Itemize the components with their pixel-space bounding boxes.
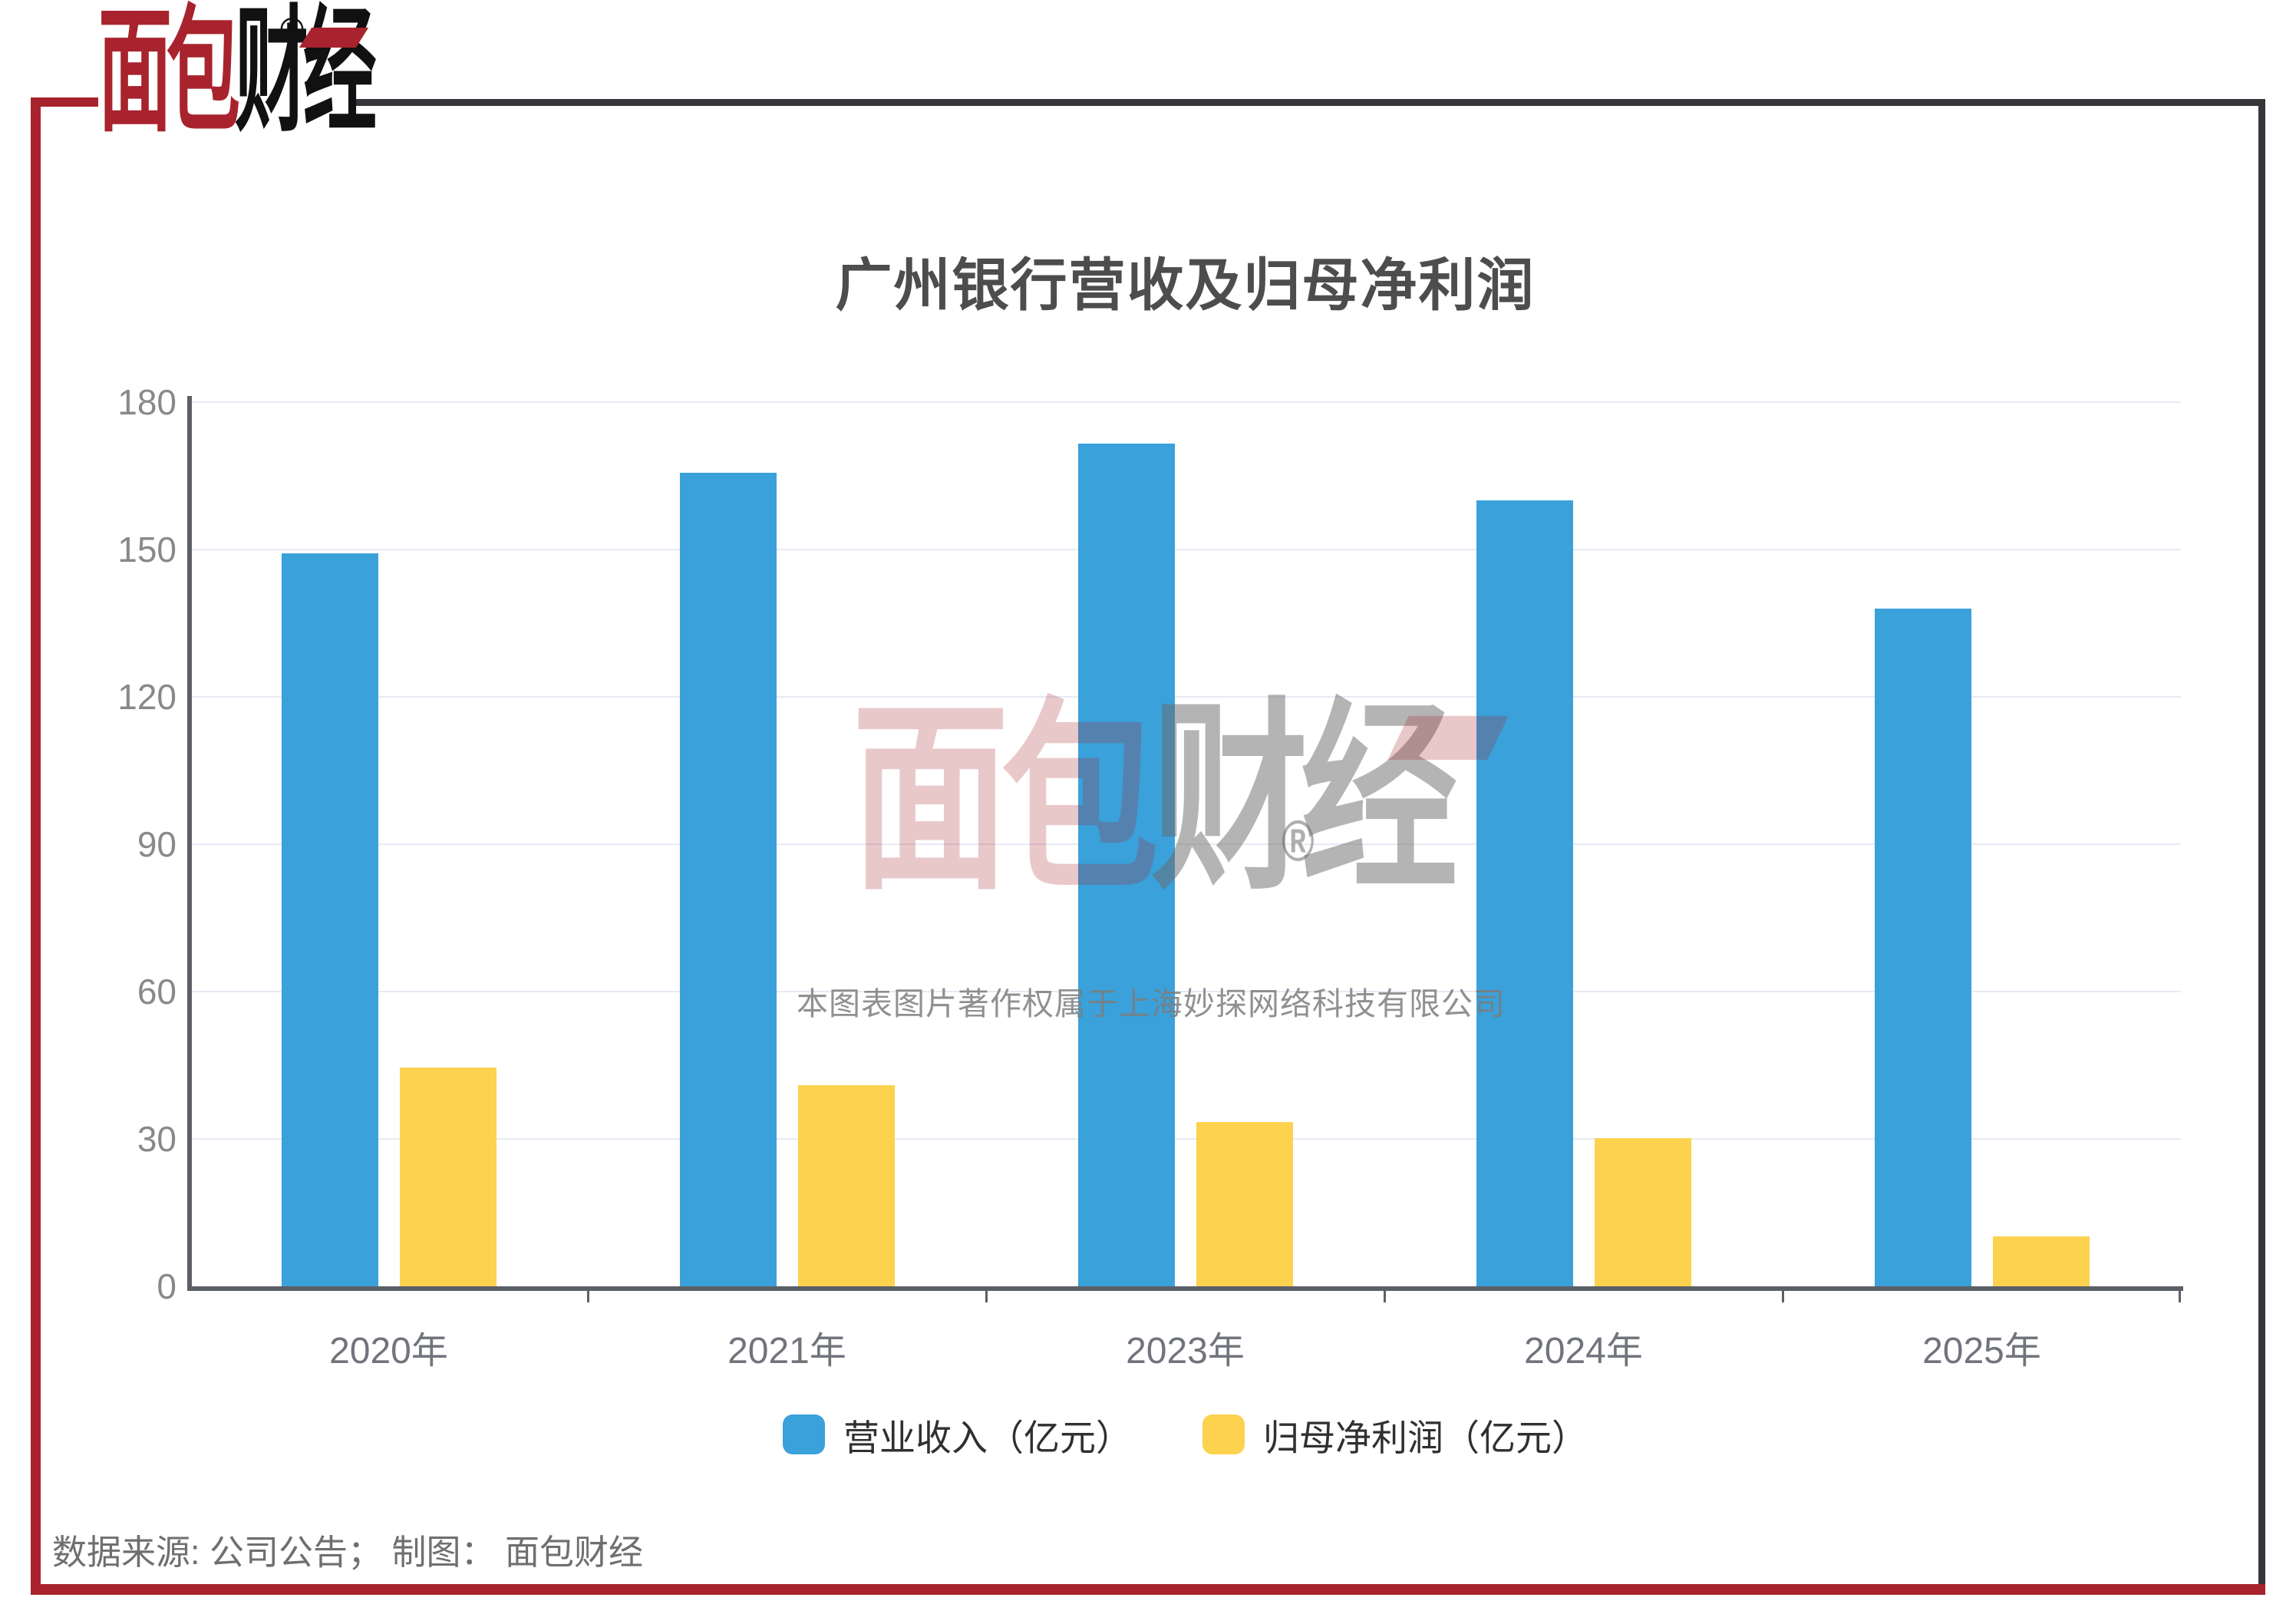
x-axis-label: 2020年 <box>329 1331 448 1371</box>
y-axis-label: 90 <box>137 824 176 864</box>
x-axis-tick <box>587 1291 589 1302</box>
y-axis-label: 150 <box>117 530 176 569</box>
y-axis-label: 0 <box>157 1266 176 1306</box>
gridline <box>190 401 2181 403</box>
x-axis-label: 2023年 <box>1126 1331 1245 1371</box>
frame-left-border <box>31 98 41 1595</box>
chart-legend: 营业收入（亿元） 归母净利润（亿元） <box>190 1411 2181 1458</box>
y-axis-label: 120 <box>117 677 176 717</box>
revenue-legend-label: 营业收入（亿元） <box>843 1417 1132 1458</box>
gridline <box>190 696 2181 698</box>
profit-bar-2024年 <box>1594 1137 1691 1286</box>
y-axis-labels: 0 30 60 90 120 150 180 <box>61 382 176 1306</box>
frame-bottom-border <box>31 1584 2265 1595</box>
profit-legend-label: 归母净利润（亿元） <box>1263 1417 1588 1458</box>
gridline <box>190 991 2181 992</box>
revenue-bar-2021年 <box>679 473 777 1286</box>
x-axis-line <box>187 1286 2183 1291</box>
x-axis-tick <box>985 1291 988 1302</box>
revenue-bar-2020年 <box>281 553 378 1286</box>
profit-bar-2025年 <box>1992 1236 2090 1286</box>
x-axis-tick <box>1384 1291 1386 1302</box>
x-axis-tick <box>1782 1291 1784 1302</box>
revenue-legend-swatch <box>783 1414 825 1454</box>
profit-bar-2020年 <box>399 1067 496 1286</box>
gridline <box>190 549 2181 550</box>
profit-bar-2021年 <box>797 1084 895 1286</box>
profit-bar-2023年 <box>1196 1122 1293 1286</box>
logo-text-black: 财经 <box>235 0 377 149</box>
legend-item-profit: 归母净利润（亿元） <box>1202 1408 1588 1461</box>
y-axis-label: 60 <box>137 972 176 1012</box>
revenue-bar-2023年 <box>1077 444 1175 1286</box>
y-axis-line <box>187 396 192 1291</box>
x-axis-label: 2024年 <box>1524 1331 1643 1371</box>
frame-top-left-stub <box>31 97 98 107</box>
y-axis-label: 180 <box>117 382 176 422</box>
x-axis-tick <box>2179 1291 2181 1302</box>
breadfinance-logo: 面包财经 ® <box>98 0 377 166</box>
gridline <box>190 843 2181 845</box>
revenue-bar-2025年 <box>1874 609 1971 1286</box>
gridline <box>190 1138 2181 1140</box>
x-axis-label: 2025年 <box>1922 1331 2041 1371</box>
logo-text-red: 面包 <box>98 0 240 149</box>
frame-right-border <box>2258 99 2265 1595</box>
revenue-bar-2024年 <box>1476 500 1573 1286</box>
logo-wordmark: 面包财经 <box>98 0 377 158</box>
legend-item-revenue: 营业收入（亿元） <box>783 1408 1132 1461</box>
data-source-note: 数据来源: 公司公告； 制图： 面包财经 <box>52 1533 644 1572</box>
registered-trademark-icon: ® <box>280 11 304 47</box>
page-title: 广州银行营收及归母净利润 <box>835 253 1536 317</box>
plot-area: 2020年 2021年 2023年 2024年 2025年 <box>187 396 2183 1371</box>
profit-legend-swatch <box>1202 1414 1245 1454</box>
frame-top-border <box>350 99 2265 106</box>
x-axis-label: 2021年 <box>727 1331 846 1371</box>
y-axis-label: 30 <box>137 1119 176 1159</box>
